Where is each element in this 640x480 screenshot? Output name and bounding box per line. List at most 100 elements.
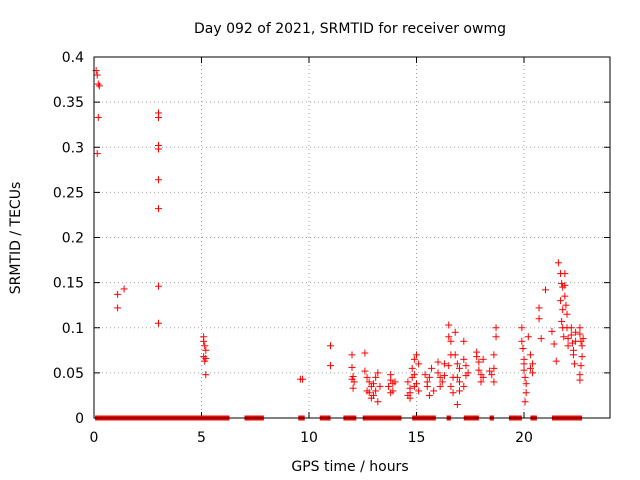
data-point bbox=[114, 290, 122, 298]
data-point bbox=[438, 378, 446, 386]
data-point bbox=[453, 400, 461, 408]
data-point bbox=[460, 382, 468, 390]
tick-layer: 0 0.05 0.1 0.15 0.2 0.25 0.3 0.35 0.4 0 5 10 15 20 bbox=[53, 50, 610, 446]
data-point bbox=[520, 366, 528, 374]
data-point bbox=[564, 335, 572, 343]
data-point bbox=[453, 373, 461, 381]
data-point bbox=[361, 367, 369, 375]
data-point bbox=[521, 398, 529, 406]
data-point bbox=[201, 357, 209, 365]
data-point bbox=[95, 82, 103, 90]
data-point bbox=[440, 360, 448, 368]
y-axis-label: SRMTID / TECUs bbox=[8, 182, 24, 295]
data-point bbox=[563, 310, 571, 318]
data-point bbox=[559, 306, 567, 314]
data-point bbox=[579, 335, 587, 343]
data-point bbox=[473, 353, 481, 361]
data-point bbox=[299, 375, 307, 383]
data-point bbox=[554, 259, 562, 267]
data-point bbox=[391, 378, 399, 386]
data-point bbox=[492, 324, 500, 332]
data-point bbox=[456, 378, 463, 386]
data-point bbox=[387, 389, 395, 397]
data-point bbox=[490, 351, 498, 359]
data-point bbox=[578, 353, 586, 361]
data-point bbox=[434, 358, 442, 366]
data-point bbox=[451, 328, 459, 336]
data-point bbox=[572, 328, 580, 336]
data-point bbox=[576, 376, 584, 384]
data-point bbox=[453, 360, 461, 368]
data-point bbox=[578, 342, 586, 350]
data-point bbox=[361, 349, 369, 357]
data-point bbox=[370, 380, 377, 388]
data-point bbox=[526, 351, 534, 359]
data-point bbox=[155, 145, 162, 153]
data-point bbox=[374, 369, 382, 377]
data-point bbox=[456, 387, 463, 395]
data-point bbox=[93, 150, 101, 158]
data-point bbox=[425, 391, 433, 399]
y-tick-label: 0.1 bbox=[62, 321, 84, 337]
data-point bbox=[425, 373, 433, 381]
data-point bbox=[365, 389, 373, 397]
data-point bbox=[576, 330, 584, 338]
data-point bbox=[479, 355, 487, 363]
data-point bbox=[445, 321, 453, 329]
data-point bbox=[349, 384, 357, 392]
x-tick-label: 0 bbox=[90, 430, 99, 446]
data-point bbox=[522, 389, 530, 397]
data-point bbox=[537, 335, 545, 343]
data-point bbox=[410, 355, 418, 363]
data-point bbox=[365, 378, 373, 386]
data-point bbox=[576, 324, 584, 332]
data-point bbox=[410, 382, 418, 390]
data-point bbox=[475, 366, 483, 374]
data-point bbox=[460, 355, 468, 363]
data-point bbox=[363, 373, 371, 381]
data-point bbox=[577, 362, 585, 370]
data-point bbox=[387, 376, 395, 384]
data-point bbox=[488, 371, 496, 379]
data-point bbox=[200, 337, 208, 345]
data-point bbox=[423, 382, 431, 390]
data-point bbox=[430, 387, 438, 395]
data-point bbox=[155, 282, 162, 290]
data-point bbox=[348, 363, 356, 371]
data-point bbox=[490, 364, 498, 372]
data-point bbox=[477, 378, 485, 386]
chart-title: Day 092 of 2021, SRMTID for receiver owm… bbox=[194, 21, 506, 37]
data-point bbox=[120, 285, 128, 293]
data-point bbox=[434, 369, 442, 377]
data-point bbox=[385, 382, 393, 390]
plot-frame bbox=[93, 56, 611, 419]
data-point bbox=[562, 301, 570, 309]
x-tick-label: 5 bbox=[197, 430, 206, 446]
data-point bbox=[560, 333, 568, 341]
data-point bbox=[521, 373, 529, 381]
data-point bbox=[529, 360, 537, 368]
data-point bbox=[445, 333, 453, 341]
data-point bbox=[558, 317, 566, 325]
data-point bbox=[155, 205, 162, 213]
data-point bbox=[449, 389, 457, 397]
data-point bbox=[155, 319, 162, 327]
data-point bbox=[421, 371, 429, 379]
y-tick-label: 0.4 bbox=[62, 50, 84, 66]
data-point bbox=[428, 364, 436, 372]
data-point bbox=[464, 369, 472, 377]
data-point bbox=[564, 342, 572, 350]
data-point bbox=[445, 362, 453, 370]
data-point bbox=[376, 382, 384, 390]
data-point bbox=[374, 398, 382, 406]
y-tick-label: 0.15 bbox=[53, 276, 84, 292]
data-point bbox=[462, 362, 470, 370]
data-point bbox=[561, 292, 569, 300]
data-point bbox=[436, 382, 444, 390]
data-point bbox=[93, 71, 101, 79]
data-point bbox=[558, 280, 566, 288]
data-point bbox=[155, 113, 162, 121]
data-point bbox=[447, 337, 455, 345]
data-point bbox=[415, 387, 423, 395]
